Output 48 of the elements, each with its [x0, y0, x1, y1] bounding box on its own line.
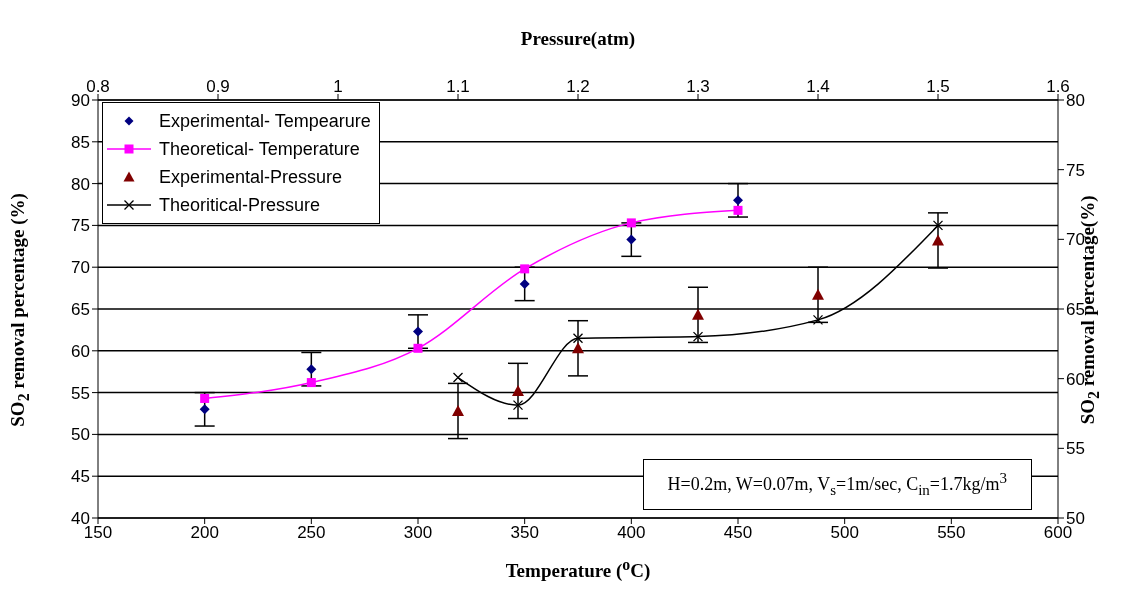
y-tick-label: 55	[71, 383, 90, 403]
point	[413, 326, 423, 337]
point	[733, 205, 743, 215]
point	[200, 393, 210, 403]
y-tick-label: 75	[71, 216, 90, 236]
point	[199, 404, 210, 415]
y-tick-label: 50	[71, 425, 90, 445]
y2-tick-label: 55	[1066, 439, 1085, 459]
x2-tick-label: 1.2	[566, 77, 590, 96]
x-tick-label: 400	[617, 523, 646, 543]
x-tick-label: 150	[83, 523, 113, 543]
point	[519, 278, 530, 289]
y2-tick-label: 80	[1066, 91, 1085, 111]
x-tick-label: 200	[190, 523, 219, 543]
x2-tick-label: 1.3	[686, 77, 710, 96]
y-tick-label: 65	[71, 300, 90, 320]
x-axis-title: Temperature ($^{o}$C)	[504, 556, 652, 583]
x2-tick-label: 1.1	[446, 77, 470, 96]
x-tick-label: 250	[297, 523, 326, 543]
x2-tick-label: 1	[333, 77, 343, 96]
y-tick-label: 90	[71, 91, 90, 111]
point	[306, 378, 316, 388]
x2-axis-title: Pressure(atm)	[519, 28, 637, 50]
point	[733, 195, 743, 206]
y-tick-label: 85	[71, 132, 90, 152]
x2-tick-label: 0.9	[206, 77, 230, 96]
point	[626, 234, 637, 245]
x-tick-label: 500	[830, 523, 859, 543]
x2-tick-label: 1.4	[806, 77, 830, 96]
point	[413, 343, 423, 353]
y-tick-label: 45	[71, 467, 90, 487]
legend-label: Experimental- Tempearure	[159, 110, 371, 132]
legend-label: Theoretical- Temperature	[159, 138, 360, 160]
x-tick-label: 300	[403, 523, 433, 543]
y2-tick-label: 75	[1066, 160, 1085, 180]
x-tick-label: 550	[937, 523, 966, 543]
y-tick-label: 70	[71, 258, 90, 278]
point	[306, 364, 317, 375]
legend-label: Theoritical-Pressure	[159, 194, 321, 216]
y-tick-label: 80	[71, 174, 90, 194]
x2-tick-label: 1.5	[926, 77, 950, 96]
point	[626, 218, 636, 228]
x-tick-label: 450	[723, 523, 753, 543]
annotation: H=0.2m, W=0.07m, V$_{s}$=1m/sec, C$_{in}$=1.7kg/m$^{3}$	[642, 459, 1032, 510]
y-tick-label: 60	[71, 341, 90, 361]
point	[520, 264, 530, 274]
x-tick-label: 350	[510, 523, 539, 543]
legend-label: Experimental-Pressure	[159, 166, 343, 188]
